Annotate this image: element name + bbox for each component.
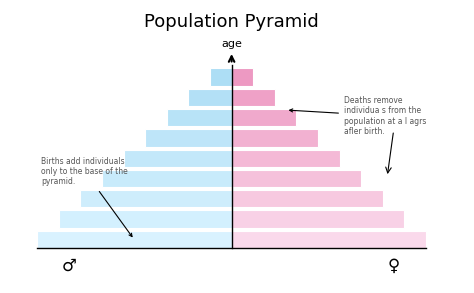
Bar [232, 210, 404, 228]
Text: Population Pyramid: Population Pyramid [144, 13, 319, 31]
Text: Deaths remove
individua s from the
population at a l agrs
afler birth.: Deaths remove individua s from the popul… [290, 96, 426, 136]
Bar [37, 231, 232, 248]
Text: Births add individuals
only to the base of the
pyramid.: Births add individuals only to the base … [41, 157, 132, 236]
Bar [145, 129, 232, 146]
Bar [102, 170, 232, 187]
Text: ♀: ♀ [388, 257, 400, 275]
Bar [232, 231, 426, 248]
Bar [232, 89, 275, 106]
Bar [232, 68, 253, 86]
Text: ♂: ♂ [62, 257, 77, 275]
Bar [232, 109, 296, 126]
Bar [232, 129, 318, 146]
Bar [232, 149, 340, 167]
Bar [124, 149, 232, 167]
Bar [210, 68, 232, 86]
Bar [188, 89, 232, 106]
Bar [232, 170, 361, 187]
Bar [81, 190, 232, 207]
Bar [232, 190, 383, 207]
Bar [167, 109, 232, 126]
Bar [59, 210, 232, 228]
Text: age: age [221, 39, 242, 49]
